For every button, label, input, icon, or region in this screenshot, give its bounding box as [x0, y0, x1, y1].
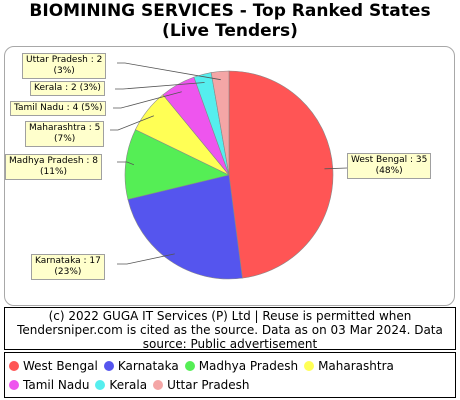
chart-title-line1: BIOMINING SERVICES - Top Ranked States: [29, 1, 431, 21]
leader-line: [324, 167, 348, 170]
legend-swatch: [9, 360, 19, 371]
callout-kerala: Kerala : 2 (3%): [30, 81, 105, 96]
callout-label: Karnataka : 17: [35, 256, 101, 266]
callout-label: Madhya Pradesh : 8: [9, 156, 99, 166]
leader-line: [117, 253, 175, 265]
legend-item: Karnataka: [103, 356, 179, 375]
legend-item: Tamil Nadu: [9, 375, 89, 394]
callout-label: Tamil Nadu : 4 (5%): [14, 103, 103, 113]
copyright-footer: (c) 2022 GUGA IT Services (P) Ltd | Reus…: [4, 307, 456, 351]
legend-swatch: [153, 379, 164, 390]
callout-label: Kerala : 2 (3%): [34, 83, 101, 93]
callout-label: Uttar Pradesh : 2: [26, 55, 103, 65]
legend-swatch: [95, 379, 106, 390]
leader-line: [115, 82, 205, 90]
callout-percent: (11%): [39, 167, 68, 177]
callout-uttar-pradesh: Uttar Pradesh : 2 (3%): [22, 53, 107, 79]
pie-slice-west-bengal: [228, 70, 334, 279]
callout-west-bengal: West Bengal : 35 (48%): [347, 153, 432, 179]
legend-swatch: [9, 379, 19, 390]
leader-line: [110, 115, 154, 131]
leader-line: [117, 62, 221, 81]
legend-label: Uttar Pradesh: [167, 377, 250, 392]
pie-slice-uttar-pradesh: [210, 70, 230, 176]
callout-karnataka: Karnataka : 17 (23%): [31, 254, 105, 280]
legend-label: West Bengal: [23, 358, 98, 373]
chart-title: BIOMINING SERVICES - Top Ranked States (…: [0, 1, 460, 41]
legend-swatch: [304, 360, 315, 371]
callout-percent: (7%): [54, 134, 76, 144]
legend-item: West Bengal: [9, 356, 98, 375]
chart-title-line2: (Live Tenders): [162, 21, 298, 41]
legend-item: Kerala: [95, 375, 147, 394]
pie-chart: [110, 62, 348, 280]
callout-percent: (23%): [54, 267, 82, 277]
legend-item: Maharashtra: [304, 356, 394, 375]
leader-line: [117, 161, 135, 166]
pie-slice-karnataka: [127, 174, 243, 280]
legend-item: Madhya Pradesh: [184, 356, 299, 375]
callout-madhya-pradesh: Madhya Pradesh : 8 (11%): [5, 154, 103, 180]
callout-label: Maharashtra : 5: [29, 123, 101, 133]
legend-label: Tamil Nadu: [23, 377, 90, 392]
callout-percent: (3%): [53, 66, 75, 76]
callout-maharashtra: Maharashtra : 5 (7%): [25, 121, 105, 147]
legend: West Bengal Karnataka Madhya Pradesh Mahara…: [4, 352, 456, 398]
pie-slice-madhya-pradesh: [124, 129, 230, 200]
legend-label: Madhya Pradesh: [198, 358, 299, 373]
legend-label: Karnataka: [117, 358, 179, 373]
legend-label: Kerala: [109, 377, 148, 392]
leader-line: [113, 91, 182, 109]
legend-item: Uttar Pradesh: [153, 375, 250, 394]
legend-swatch: [103, 360, 114, 371]
legend-swatch: [184, 360, 195, 371]
callout-tamil-nadu: Tamil Nadu : 4 (5%): [10, 101, 107, 116]
callout-percent: (48%): [375, 166, 403, 176]
callout-label: West Bengal : 35: [351, 155, 428, 165]
legend-label: Maharashtra: [318, 358, 394, 373]
